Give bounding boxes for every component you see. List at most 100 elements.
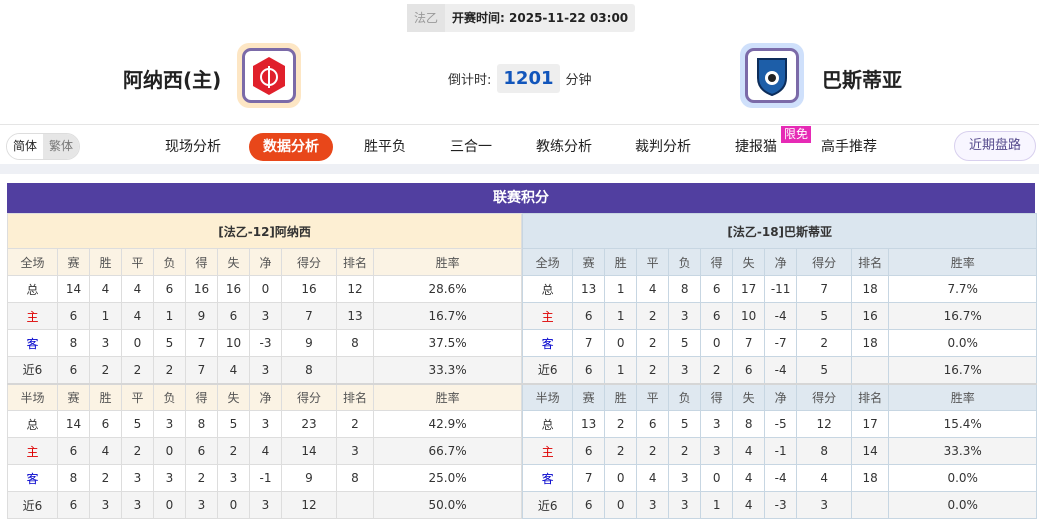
column-header: 胜率: [888, 248, 1038, 276]
table-cell: 16: [185, 275, 218, 303]
column-header: 得分: [796, 248, 853, 276]
table-row: 主 6 1 2 3 6 10 -4 5 16 16.7%: [522, 302, 1038, 330]
column-header: 赛: [572, 248, 606, 276]
half-column-header: 半场赛胜平负得失净得分 排名 胜率: [522, 382, 1038, 411]
table-cell: 6: [636, 410, 670, 438]
table-cell: 3: [153, 410, 186, 438]
tab-expert-picks[interactable]: 高手推荐: [821, 139, 877, 155]
tab-data-analysis[interactable]: 数据分析: [249, 133, 333, 161]
row-label: 总: [522, 275, 574, 303]
full-column-header: 全场赛胜平负得失净得分 排名 胜率: [7, 248, 523, 276]
table-cell: 3: [121, 464, 154, 492]
table-cell: 3: [700, 437, 734, 465]
row-label: 主: [522, 302, 574, 330]
column-header: 得分: [796, 382, 853, 411]
away-team-logo[interactable]: [740, 43, 804, 108]
traditional-button[interactable]: 繁体: [43, 134, 80, 159]
row-label: 客: [522, 329, 574, 357]
table-cell: 2: [668, 437, 702, 465]
tab-referee-analysis[interactable]: 裁判分析: [635, 139, 691, 155]
table-row: 近6 6 0 3 3 1 4 -3 3 0.0%: [522, 491, 1038, 519]
table-cell: 5: [668, 329, 702, 357]
table-row: 总 14 4 4 6 16 16 0 16 12 28.6%: [7, 275, 523, 303]
table-cell: 16.7%: [372, 302, 523, 330]
column-header: 负: [668, 248, 702, 276]
column-header: 赛: [57, 382, 90, 411]
table-cell: 0: [604, 464, 638, 492]
kickoff-value: 2025-11-22 03:00: [509, 11, 629, 25]
table-cell: 3: [700, 410, 734, 438]
table-cell: [336, 356, 374, 384]
table-cell: 3: [668, 491, 702, 519]
table-row: 总 13 1 4 8 6 17 -11 7 18 7.7%: [522, 275, 1038, 303]
table-cell: 6: [89, 410, 122, 438]
tab-three-in-one[interactable]: 三合一: [450, 139, 492, 155]
column-header: 得分: [281, 248, 337, 276]
column-header: 排名: [851, 248, 890, 276]
column-header: 排名: [851, 382, 890, 411]
away-team-name[interactable]: 巴斯蒂亚: [822, 68, 902, 92]
table-cell: 8: [796, 437, 853, 465]
column-header: 胜率: [372, 248, 523, 276]
table-cell: 37.5%: [372, 329, 523, 357]
tab-coach-analysis[interactable]: 教练分析: [536, 139, 592, 155]
table-cell: -5: [764, 410, 798, 438]
table-cell: 6: [153, 275, 186, 303]
league-standings: 联赛积分 [法乙-12]阿纳西 全场赛胜平负得失净得分 排名 胜率总 14 4 4 6 16 16…: [6, 183, 1038, 519]
table-cell: 2: [121, 356, 154, 384]
table-cell: 2: [153, 356, 186, 384]
table-cell: 3: [336, 437, 374, 465]
column-header: 得: [700, 382, 734, 411]
table-cell: 2: [185, 464, 218, 492]
table-cell: 0: [604, 329, 638, 357]
table-cell: 13: [572, 275, 606, 303]
table-cell: 2: [636, 302, 670, 330]
column-header: 胜率: [888, 382, 1038, 411]
home-standings-table: [法乙-12]阿纳西 全场赛胜平负得失净得分 排名 胜率总 14 4 4 6 16 16 0 16 12…: [6, 213, 523, 519]
table-cell: 0.0%: [888, 329, 1038, 357]
column-header: 胜: [89, 248, 122, 276]
tab-win-draw-lose[interactable]: 胜平负: [364, 139, 406, 155]
table-cell: 3: [185, 491, 218, 519]
table-cell: 8: [57, 464, 90, 492]
tab-jiebaomao[interactable]: 捷报猫: [735, 139, 777, 155]
league-label: 法乙: [407, 4, 446, 32]
column-header: 得: [185, 248, 218, 276]
column-header: 全场: [522, 248, 574, 276]
table-cell: 3: [89, 491, 122, 519]
table-cell: 8: [281, 356, 337, 384]
table-cell: -3: [249, 329, 282, 357]
table-cell: 5: [796, 356, 853, 384]
table-cell: 6: [700, 302, 734, 330]
table-cell: 0: [121, 329, 154, 357]
table-cell: 2: [636, 356, 670, 384]
table-cell: -7: [764, 329, 798, 357]
table-cell: 0.0%: [888, 491, 1038, 519]
table-row: 主 6 2 2 2 3 4 -1 8 14 33.3%: [522, 437, 1038, 465]
home-team-logo[interactable]: [237, 43, 301, 108]
column-header: 平: [121, 382, 154, 411]
table-cell: 16.7%: [888, 302, 1038, 330]
table-cell: 2: [636, 437, 670, 465]
tab-live-analysis[interactable]: 现场分析: [165, 139, 221, 155]
table-cell: 6: [700, 275, 734, 303]
row-label: 主: [7, 302, 58, 330]
table-cell: 0: [153, 491, 186, 519]
simplified-button[interactable]: 简体: [7, 134, 44, 159]
recent-odds-button[interactable]: 近期盘路: [954, 131, 1036, 161]
home-team-name[interactable]: 阿纳西(主): [123, 68, 222, 92]
table-cell: 17: [851, 410, 890, 438]
table-cell: 18: [851, 464, 890, 492]
table-cell: 4: [732, 464, 766, 492]
row-label: 主: [522, 437, 574, 465]
table-cell: 8: [185, 410, 218, 438]
table-cell: 6: [572, 302, 606, 330]
table-cell: 3: [796, 491, 853, 519]
table-cell: 2: [636, 329, 670, 357]
table-cell: 0: [217, 491, 250, 519]
row-label: 总: [522, 410, 574, 438]
table-row: 近6 6 2 2 2 7 4 3 8 33.3%: [7, 356, 523, 384]
analysis-nav: 简体 繁体 现场分析 数据分析 胜平负 三合一 教练分析 裁判分析 捷报猫 限免…: [0, 124, 1039, 164]
table-cell: 7: [572, 464, 606, 492]
table-cell: 2: [604, 437, 638, 465]
